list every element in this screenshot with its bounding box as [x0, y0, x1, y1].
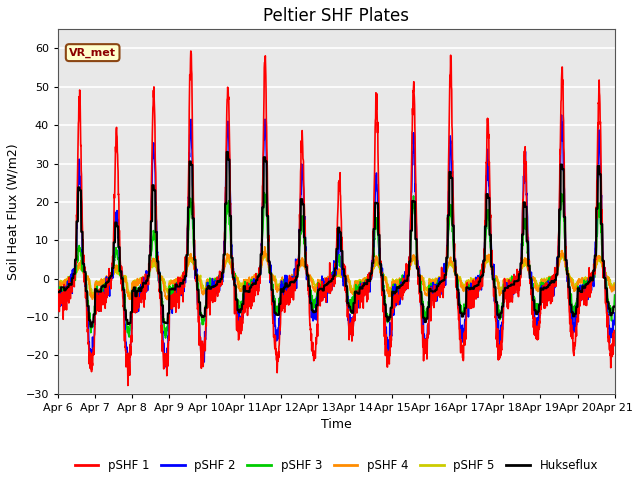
Text: VR_met: VR_met	[69, 48, 116, 58]
X-axis label: Time: Time	[321, 418, 352, 431]
Title: Peltier SHF Plates: Peltier SHF Plates	[263, 7, 410, 25]
Y-axis label: Soil Heat Flux (W/m2): Soil Heat Flux (W/m2)	[7, 143, 20, 280]
Legend: pSHF 1, pSHF 2, pSHF 3, pSHF 4, pSHF 5, Hukseflux: pSHF 1, pSHF 2, pSHF 3, pSHF 4, pSHF 5, …	[70, 454, 603, 477]
